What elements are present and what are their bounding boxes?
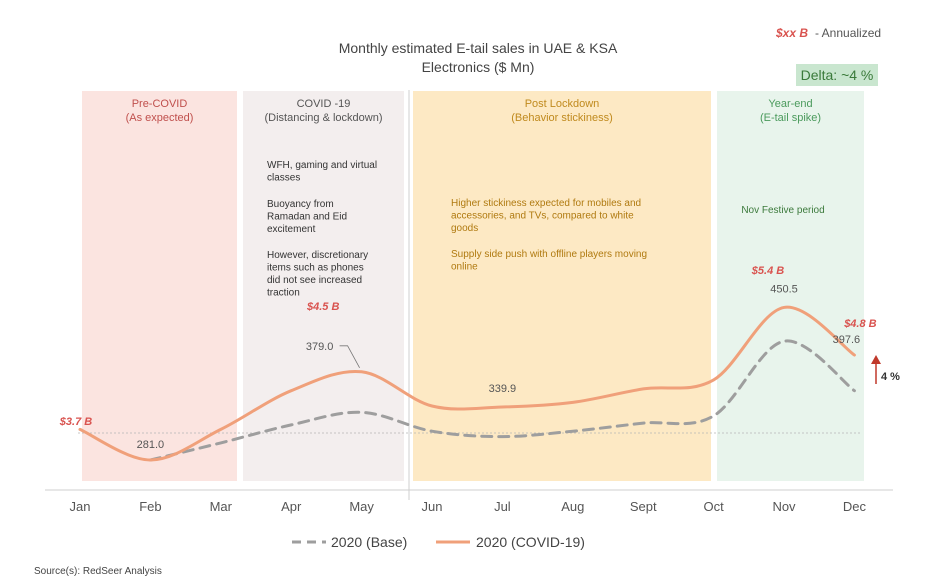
x-tick-label: Oct (703, 499, 724, 514)
data-label: 450.5 (770, 283, 798, 295)
increase-arrow (871, 355, 881, 384)
phase-note-line: WFH, gaming and virtual (267, 160, 377, 171)
phase-note-line: classes (267, 173, 300, 184)
annualized-label: $3.7 B (59, 416, 92, 428)
phase-note-line: Supply side push with offline players mo… (451, 249, 647, 260)
x-tick-label: Sept (630, 499, 657, 514)
phase-note-line: accessories, and TVs, compared to white (451, 211, 634, 222)
legend-covid-label: 2020 (COVID-19) (476, 534, 585, 550)
phase-title: COVID -19 (297, 98, 351, 110)
x-tick-labels: Jan Feb Mar Apr May Jun Jul Aug Sept Oct Nov Dec (70, 499, 867, 514)
phase-title: Year-end (768, 98, 812, 110)
legend-base-label: 2020 (Base) (331, 534, 407, 550)
phase-title: Post Lockdown (525, 98, 600, 110)
annualized-key-text: - Annualized (815, 26, 881, 40)
source-note: Source(s): RedSeer Analysis (34, 566, 162, 577)
x-tick-label: Jun (422, 499, 443, 514)
phase-note-line: goods (451, 223, 478, 234)
phase-subtitle: (E-tail spike) (760, 112, 821, 124)
x-tick-label: Apr (281, 499, 302, 514)
annualized-label: $5.4 B (751, 265, 784, 277)
x-tick-label: Nov (772, 499, 796, 514)
chart-title-line1: Monthly estimated E-tail sales in UAE & … (339, 40, 618, 56)
x-tick-label: Jul (494, 499, 511, 514)
phase-subtitle: (Behavior stickiness) (511, 112, 612, 124)
x-tick-label: May (349, 499, 374, 514)
phase-1: COVID -19 (Distancing & lockdown) (243, 91, 404, 481)
phase-note-line: excitement (267, 224, 316, 235)
phase-note-line: traction (267, 288, 300, 299)
phase-note-line: items such as phones (267, 263, 364, 274)
x-tick-label: Mar (210, 499, 233, 514)
x-tick-label: Dec (843, 499, 867, 514)
phase-note-line: Buoyancy from (267, 199, 334, 210)
phase-band-bg (243, 91, 404, 481)
annualized-label: $4.5 B (306, 301, 339, 313)
x-tick-label: Aug (561, 499, 584, 514)
x-tick-label: Feb (139, 499, 161, 514)
phase-subtitle: (As expected) (126, 112, 194, 124)
annualized-label: $4.8 B (843, 318, 876, 330)
phase-note-line: did not see increased (267, 275, 362, 286)
phase-bands: Pre-COVID (As expected) COVID -19 (Distanci… (82, 91, 864, 481)
phase-note-line: Ramadan and Eid (267, 212, 347, 223)
label-leader (339, 345, 360, 368)
data-label: 281.0 (137, 439, 165, 451)
data-labels: 281.0 379.0 339.9 450.5 397.6 $3.7 B $4.5 B $5.… (59, 265, 877, 451)
increase-label: 4 % (881, 371, 900, 383)
phase-band-bg (717, 91, 864, 481)
series-line-covid (78, 305, 856, 462)
phase-band-bg (413, 91, 711, 481)
data-label: 339.9 (489, 383, 517, 395)
phase-note-line: However, discretionary (267, 250, 368, 261)
phase-subtitle: (Distancing & lockdown) (265, 112, 383, 124)
series-lines (78, 305, 856, 462)
phase-note-line: Nov Festive period (741, 205, 824, 216)
x-tick-label: Jan (70, 499, 91, 514)
phase-3: Year-end (E-tail spike) (717, 91, 864, 481)
phase-title: Pre-COVID (132, 98, 188, 110)
phase-2: Post Lockdown (Behavior stickiness) (413, 91, 711, 481)
data-label: 397.6 (833, 334, 861, 346)
phase-note-line: online (451, 262, 478, 273)
legend: 2020 (Base) 2020 (COVID-19) (292, 534, 585, 550)
series-line-base (148, 339, 856, 462)
annualized-key: $xx B (775, 26, 808, 40)
phase-note-line: Higher stickiness expected for mobiles a… (451, 198, 641, 209)
delta-badge: Delta: ~4 % (801, 67, 874, 83)
phase-band-bg (82, 91, 237, 481)
data-label: 379.0 (306, 341, 334, 353)
phase-0: Pre-COVID (As expected) (82, 91, 237, 481)
delta-badge-bg (796, 64, 878, 86)
chart-title-line2: Electronics ($ Mn) (422, 59, 535, 75)
